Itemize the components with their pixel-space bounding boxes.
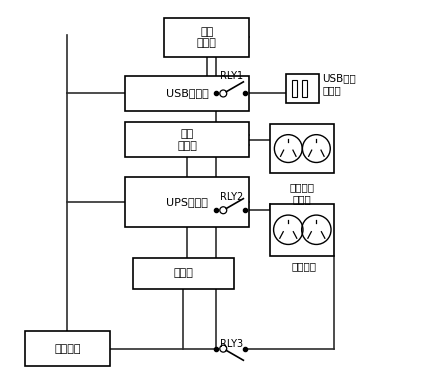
FancyBboxPatch shape [270,125,334,173]
FancyBboxPatch shape [286,74,319,103]
FancyBboxPatch shape [125,123,249,157]
Text: RLY2: RLY2 [220,192,243,202]
Text: 无线
控制器: 无线 控制器 [177,129,197,151]
Text: USB充电
器输出: USB充电 器输出 [322,73,356,95]
FancyBboxPatch shape [270,204,334,256]
Text: 不间断电
源输出: 不间断电 源输出 [290,182,315,204]
Text: USB充电器: USB充电器 [166,88,209,99]
Text: RLY3: RLY3 [220,339,243,349]
Text: 市电输入: 市电输入 [54,344,81,353]
Text: 市电输出: 市电输出 [292,262,317,272]
FancyBboxPatch shape [292,80,297,97]
Text: 夜灯
应急灯: 夜灯 应急灯 [197,27,216,48]
FancyBboxPatch shape [164,18,249,57]
FancyBboxPatch shape [133,258,234,289]
Text: UPS控制器: UPS控制器 [166,197,208,207]
FancyBboxPatch shape [125,76,249,111]
Text: 电池包: 电池包 [173,268,193,278]
FancyBboxPatch shape [302,80,307,97]
FancyBboxPatch shape [125,177,249,227]
FancyBboxPatch shape [25,331,110,366]
Text: RLY1: RLY1 [220,71,243,81]
